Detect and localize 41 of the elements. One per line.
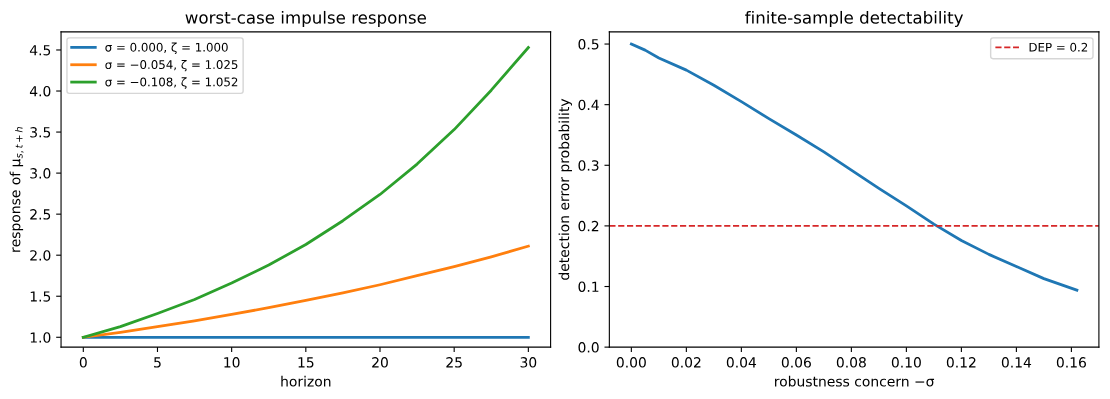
x-tick-label: 10 bbox=[224, 357, 240, 368]
x-tick-label: 25 bbox=[446, 357, 462, 368]
legend-label: σ = −0.054, ζ = 1.025 bbox=[105, 59, 238, 72]
x-tick-label: 0.04 bbox=[726, 357, 757, 368]
legend-label: σ = −0.108, ζ = 1.052 bbox=[105, 77, 238, 89]
y-tick-label: 0.2 bbox=[578, 220, 599, 232]
y-axis-title: response of μ$_{s,t+h}$ bbox=[9, 127, 24, 252]
y-tick-label: 0.1 bbox=[578, 281, 599, 292]
y-tick-label: 0.4 bbox=[578, 99, 599, 111]
x-tick-label: 0.02 bbox=[671, 357, 701, 368]
y-tick-label: 2.0 bbox=[30, 250, 51, 261]
x-tick-label: 5 bbox=[154, 357, 161, 368]
x-tick-label: 0.00 bbox=[616, 357, 646, 368]
x-tick-label: 30 bbox=[520, 357, 537, 368]
legend-label: DEP = 0.2 bbox=[1029, 42, 1088, 52]
chart-title: worst-case impulse response bbox=[185, 10, 426, 28]
y-tick-label: 2.5 bbox=[30, 209, 51, 220]
y-tick-label: 1.5 bbox=[30, 291, 51, 302]
x-axis-title: robustness concern −σ bbox=[775, 375, 935, 387]
legend-label: σ = 0.000, ζ = 1.000 bbox=[105, 42, 228, 54]
x-tick-label: 0.06 bbox=[781, 357, 811, 368]
x-tick-label: 0.10 bbox=[891, 357, 921, 368]
chart-title: finite-sample detectability bbox=[745, 10, 964, 28]
y-tick-label: 4.0 bbox=[29, 85, 51, 97]
y-tick-label: 4.5 bbox=[29, 45, 51, 56]
x-tick-label: 0 bbox=[79, 357, 87, 368]
x-axis-title: horizon bbox=[281, 375, 331, 387]
line-series bbox=[81, 244, 530, 339]
y-tick-label: 3.0 bbox=[30, 168, 51, 179]
x-tick-label: 0.16 bbox=[1056, 357, 1086, 368]
y-tick-label: 3.5 bbox=[30, 127, 51, 138]
x-tick-label: 20 bbox=[372, 357, 388, 368]
y-tick-label: 0.0 bbox=[578, 342, 599, 353]
y-tick-label: 1.0 bbox=[30, 332, 51, 343]
y-tick-label: 0.3 bbox=[578, 160, 599, 171]
x-tick-label: 0.14 bbox=[1001, 357, 1032, 368]
x-tick-label: 0.08 bbox=[836, 357, 866, 368]
y-tick-label: 0.5 bbox=[578, 39, 599, 50]
y-axis-title: detection error probability bbox=[558, 98, 572, 280]
x-tick-label: 15 bbox=[298, 357, 314, 368]
x-tick-label: 0.12 bbox=[946, 357, 976, 368]
